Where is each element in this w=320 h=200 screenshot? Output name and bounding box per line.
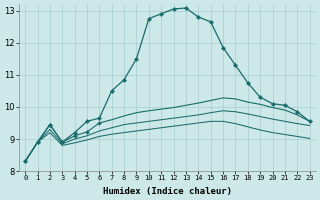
X-axis label: Humidex (Indice chaleur): Humidex (Indice chaleur): [103, 187, 232, 196]
